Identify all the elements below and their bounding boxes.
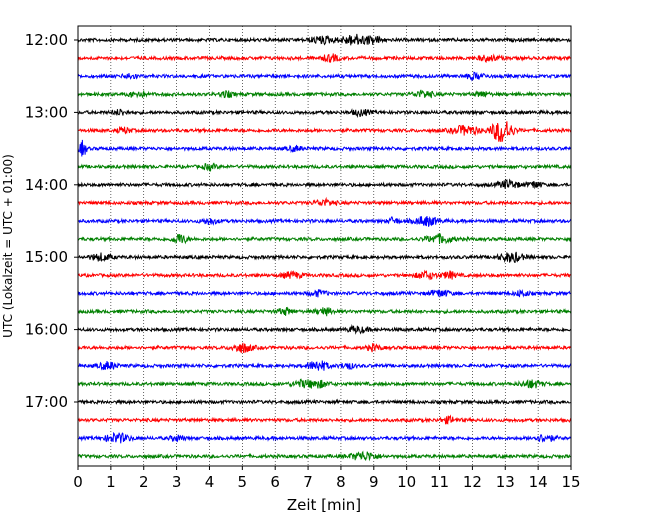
y-axis-ticks: 12:00 13:00 14:00 15:00 16:00 17:00	[25, 31, 78, 411]
x-tick-label: 8	[336, 473, 346, 491]
trace-1215	[77, 53, 572, 64]
x-axis-label: Zeit [min]	[287, 496, 361, 514]
x-tick-label: 13	[496, 473, 515, 491]
y-tick-label: 13:00	[25, 103, 68, 121]
trace-1315	[77, 121, 572, 143]
trace-1745	[77, 450, 572, 462]
trace-1630	[77, 360, 572, 371]
vertical-gridlines	[110, 26, 539, 466]
x-axis-ticks: 0 1 2 3 4 5 6 7 8 9 10 11 12 13 14 15	[73, 466, 581, 491]
trace-1700	[77, 398, 572, 406]
y-tick-label: 16:00	[25, 321, 68, 339]
trace-1545	[77, 306, 572, 317]
trace-1345	[77, 162, 572, 172]
x-tick-label: 3	[172, 473, 182, 491]
x-tick-label: 12	[463, 473, 482, 491]
x-tick-label: 15	[561, 473, 580, 491]
trace-1430	[77, 215, 572, 227]
y-tick-label: 12:00	[25, 31, 68, 49]
trace-1245	[77, 89, 572, 99]
trace-1300	[77, 108, 572, 119]
trace-1515	[77, 269, 572, 281]
x-tick-label: 2	[139, 473, 149, 491]
trace-1230	[77, 71, 572, 82]
trace-1600	[77, 323, 572, 335]
trace-1530	[77, 288, 572, 298]
trace-1330	[77, 139, 572, 157]
trace-1415	[77, 196, 572, 207]
x-tick-label: 0	[73, 473, 83, 491]
x-tick-label: 5	[238, 473, 248, 491]
x-tick-label: 6	[270, 473, 280, 491]
trace-1400	[77, 178, 572, 190]
trace-1715	[77, 414, 572, 425]
y-tick-label: 17:00	[25, 393, 68, 411]
x-tick-label: 4	[205, 473, 215, 491]
trace-layer	[77, 33, 572, 462]
x-tick-label: 11	[430, 473, 449, 491]
x-tick-label: 14	[529, 473, 548, 491]
y-axis-label: UTC (Lokalzeit = UTC + 01:00)	[1, 154, 15, 338]
x-tick-label: 10	[397, 473, 416, 491]
y-tick-label: 15:00	[25, 248, 68, 266]
x-tick-label: 9	[369, 473, 379, 491]
trace-1500	[77, 251, 572, 264]
x-tick-label: 7	[303, 473, 313, 491]
trace-1730	[77, 431, 572, 444]
y-tick-label: 14:00	[25, 176, 68, 194]
trace-1645	[77, 378, 572, 389]
plot-frame	[77, 25, 572, 467]
x-tick-label: 1	[106, 473, 116, 491]
trace-1445	[77, 233, 572, 245]
trace-1200	[77, 33, 572, 46]
trace-1615	[77, 342, 572, 354]
